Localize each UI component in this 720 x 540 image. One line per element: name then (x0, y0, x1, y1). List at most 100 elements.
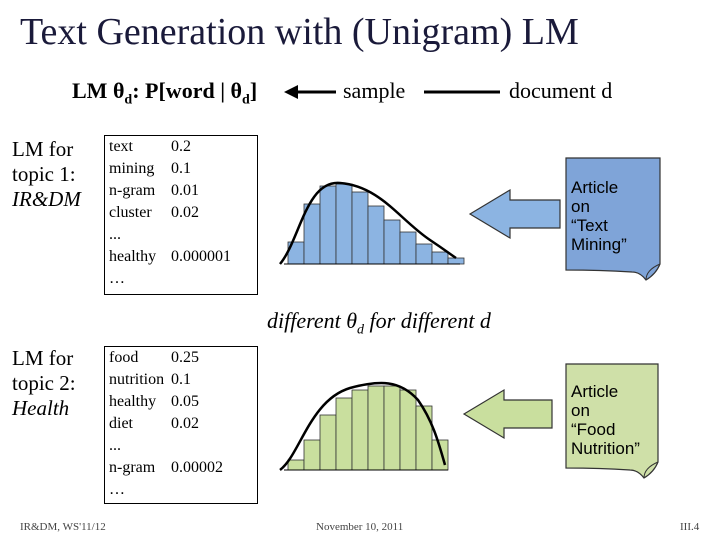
arrowhead-left (284, 85, 298, 99)
doc-line: on (571, 197, 590, 216)
word-cell: cluster (109, 204, 152, 221)
topic2-label: LM for topic 2: Health (12, 346, 76, 421)
word-row: mining 0.1 (109, 158, 257, 180)
word-row: … (109, 268, 257, 290)
doc2-text: Article on “Food Nutrition” (571, 382, 640, 458)
word-row: food 0.25 (109, 347, 257, 369)
word-cell: ... (109, 226, 121, 243)
hist-bar (319, 185, 337, 265)
document-label: document d (509, 78, 613, 103)
slide-title: Text Generation with (Unigram) LM (20, 11, 579, 53)
topic1-label: LM for topic 1: IR&DM (12, 137, 81, 212)
word-cell: healthy (109, 248, 157, 265)
prob-cell: 0.00002 (170, 459, 223, 476)
topic2-line3: Health (12, 396, 70, 420)
word-row: text 0.2 (109, 136, 257, 158)
doc2-fold (643, 461, 659, 479)
topic2-line1: LM for (12, 346, 74, 370)
hist-bar (351, 191, 369, 265)
hist-bar (287, 459, 305, 471)
doc-line: Article (571, 382, 619, 401)
word-cell: text (109, 138, 133, 155)
hist-bar (303, 439, 321, 471)
prob-cell: 0.25 (170, 349, 199, 366)
word-row: ... (109, 224, 257, 246)
word-cell: mining (109, 160, 155, 177)
hist-bar (367, 205, 385, 265)
word-cell: diet (109, 415, 133, 432)
prob-cell: 0.01 (170, 182, 199, 199)
prob-cell: 0.000001 (170, 248, 231, 265)
topic1-line3: IR&DM (12, 187, 81, 211)
hist-bar (367, 385, 385, 471)
word-cell: healthy (109, 393, 157, 410)
hist-bar (335, 397, 353, 471)
hist-bar (383, 219, 401, 265)
word-row: nutrition 0.1 (109, 369, 257, 391)
document-icon-topic1 (565, 157, 661, 281)
hist-bar (431, 251, 449, 265)
mid-prefix: different θ (267, 308, 358, 333)
sample-label: sample (343, 78, 406, 103)
block-arrow-topic2 (462, 388, 553, 440)
lm-label-sub: d (124, 92, 133, 108)
document-icon-topic2 (565, 363, 659, 479)
prob-cell: 0.02 (170, 415, 199, 432)
doc-line: “Food (571, 420, 616, 439)
hist-bar (319, 414, 337, 471)
hist-bar (447, 257, 465, 265)
word-row: cluster 0.02 (109, 202, 257, 224)
doc1-fold (645, 263, 661, 281)
topic2-line2: topic 2: (12, 371, 76, 395)
block-arrow-topic1 (468, 188, 561, 240)
mid-sub: d (357, 322, 365, 338)
doc-line: “Text (571, 216, 608, 235)
footer-course: IR&DM, WS'11/12 (20, 521, 106, 533)
doc-line: Mining” (571, 235, 627, 254)
histogram-topic1 (287, 183, 465, 265)
lm-label-prefix: LM θ (72, 78, 125, 103)
word-cell: n-gram (109, 459, 156, 476)
hist-bar (399, 231, 417, 265)
word-cell: … (109, 270, 125, 287)
word-cell: food (109, 349, 139, 366)
word-row: n-gram 0.00002 (109, 457, 257, 479)
doc-line: Nutrition” (571, 439, 640, 458)
hist-bar (383, 385, 401, 471)
word-row: diet 0.02 (109, 413, 257, 435)
hist-bar (351, 389, 369, 471)
topic1-line1: LM for (12, 137, 74, 161)
word-row: healthy 0.000001 (109, 246, 257, 268)
hist-bar (415, 405, 433, 471)
prob-cell: 0.05 (170, 393, 199, 410)
hist-bar (335, 183, 353, 265)
topic1-word-table: text 0.2 mining 0.1 n-gram 0.01 cluster 0.02...… (104, 135, 258, 295)
doc1-text: Article on “Text Mining” (571, 178, 627, 254)
topic1-line2: topic 1: (12, 162, 76, 186)
histogram-topic2 (287, 385, 449, 471)
lm-label-mid: : P[word | θ (132, 78, 243, 103)
lm-label-sub2: d (242, 92, 250, 108)
footer-date: November 10, 2011 (316, 521, 404, 533)
word-cell: … (109, 481, 125, 498)
different-theta-caption: different θd for different d (267, 308, 491, 338)
prob-cell: 0.2 (170, 138, 191, 155)
topic2-word-table: food 0.25 nutrition 0.1 healthy 0.05 diet 0.02.… (104, 346, 258, 504)
word-row: n-gram 0.01 (109, 180, 257, 202)
footer-slide-number: III.4 (680, 521, 700, 533)
prob-cell: 0.1 (170, 371, 191, 388)
prob-cell: 0.02 (170, 204, 199, 221)
top-arrow-left (284, 85, 500, 99)
hist-bar (399, 389, 417, 471)
word-cell: ... (109, 437, 121, 454)
word-cell: n-gram (109, 182, 156, 199)
word-cell: nutrition (109, 371, 165, 388)
mid-suffix: for different d (364, 308, 491, 333)
doc-line: Article (571, 178, 619, 197)
prob-cell: 0.1 (170, 160, 191, 177)
distribution-curve-topic2 (279, 381, 447, 471)
word-row: … (109, 479, 257, 501)
doc-line: on (571, 401, 590, 420)
lm-theta-label: LM θd: P[word | θd] (72, 78, 257, 108)
